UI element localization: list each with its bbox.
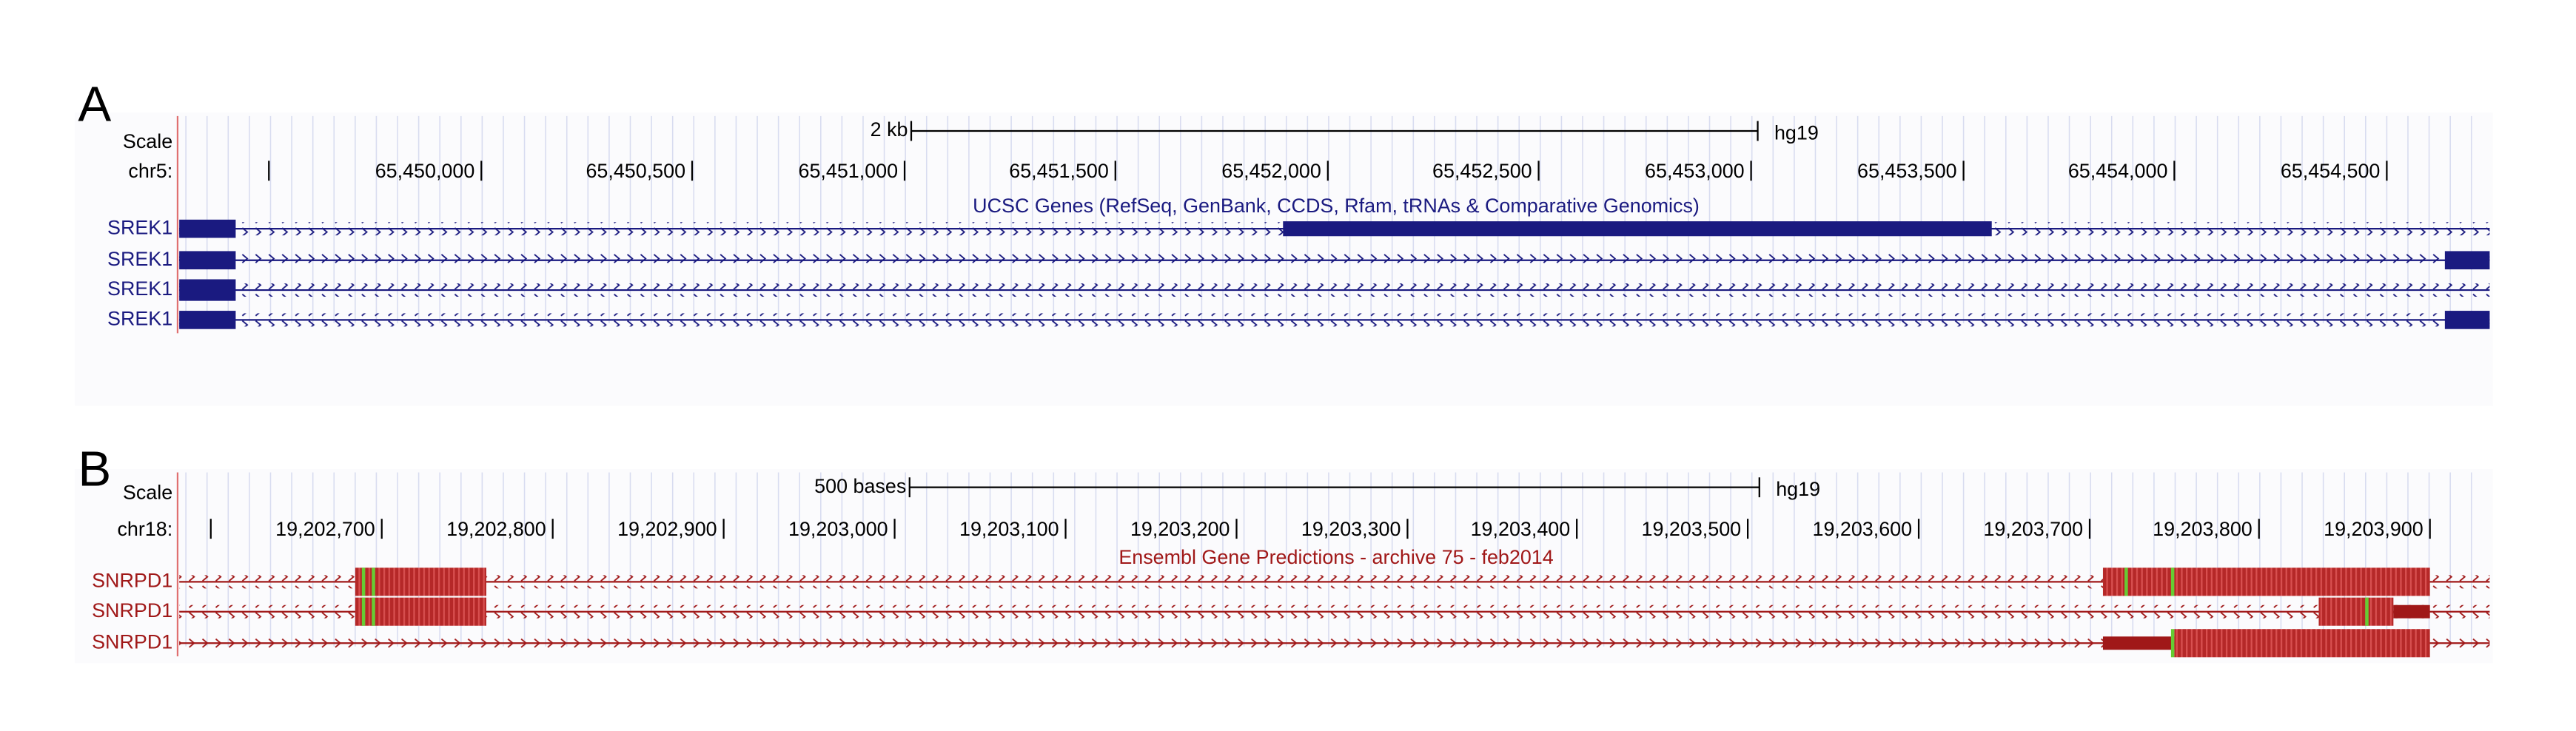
- exon: [179, 311, 236, 329]
- gene-label: SREK1: [107, 277, 172, 300]
- intron-arrows: [179, 575, 2490, 589]
- intron-arrows: [179, 283, 2490, 297]
- position-label: 19,203,200: [1130, 518, 1230, 540]
- intron-arrows: [179, 604, 2490, 619]
- position-label: 65,451,000: [798, 160, 898, 182]
- position-label: 19,203,800: [2153, 518, 2253, 540]
- position-label: 65,453,000: [1645, 160, 1745, 182]
- position-label: 19,202,900: [617, 518, 717, 540]
- exon: [1283, 221, 1992, 237]
- position-label: 19,203,700: [1983, 518, 2083, 540]
- intron-arrows: [179, 636, 2490, 650]
- exon: [355, 597, 486, 626]
- exon: [2102, 636, 2175, 650]
- exon-marker: [372, 597, 375, 626]
- exon: [179, 219, 236, 238]
- position-label: 19,203,600: [1813, 518, 1913, 540]
- exon: [2174, 629, 2430, 658]
- gene-label: SREK1: [107, 248, 172, 270]
- exon-marker: [361, 597, 366, 626]
- exon: [355, 567, 486, 596]
- position-label: 65,454,000: [2068, 160, 2168, 182]
- chrom-label: chr18:: [117, 518, 172, 540]
- scale-label: Scale: [123, 130, 172, 152]
- position-label: 19,203,400: [1471, 518, 1571, 540]
- track-title: UCSC Genes (RefSeq, GenBank, CCDS, Rfam,…: [973, 195, 1700, 217]
- chrom-label: chr5:: [128, 160, 172, 182]
- position-label: 19,202,700: [275, 518, 375, 540]
- gene-label: SNRPD1: [92, 599, 172, 621]
- position-label: 65,451,500: [1009, 160, 1109, 182]
- scale-bar-label: 2 kb: [871, 118, 908, 141]
- intron-arrows: [179, 253, 2490, 267]
- exon-marker: [2124, 567, 2128, 596]
- position-label: 19,203,900: [2324, 518, 2424, 540]
- exon-marker: [2365, 597, 2369, 626]
- exon: [179, 279, 236, 301]
- position-label: 19,203,100: [959, 518, 1059, 540]
- position-label: 65,453,500: [1857, 160, 1957, 182]
- gene-label: SNRPD1: [92, 569, 172, 591]
- exon-marker: [372, 567, 375, 596]
- gene-label: SREK1: [107, 216, 172, 238]
- exon: [179, 251, 236, 270]
- scale-label: Scale: [123, 482, 172, 504]
- gene-label: SREK1: [107, 308, 172, 330]
- assembly-label: hg19: [1776, 478, 1820, 500]
- intron-arrows: [179, 313, 2490, 327]
- position-label: 19,203,300: [1301, 518, 1401, 540]
- exon-marker: [361, 567, 366, 596]
- position-label: 19,202,800: [446, 518, 546, 540]
- exon-marker: [2170, 629, 2175, 658]
- assembly-label: hg19: [1774, 122, 1819, 144]
- gene-label: SNRPD1: [92, 630, 172, 653]
- exon: [2318, 597, 2394, 626]
- position-label: 19,203,500: [1642, 518, 1742, 540]
- position-label: 19,203,000: [788, 518, 888, 540]
- position-label: 65,452,500: [1432, 160, 1532, 182]
- exon: [2444, 251, 2490, 270]
- exon-marker: [2170, 567, 2175, 596]
- scale-bar-label: 500 bases: [814, 475, 906, 497]
- panel-label: A: [78, 76, 111, 132]
- panel-label: B: [78, 441, 111, 496]
- exon: [2102, 567, 2430, 596]
- exon: [2393, 604, 2430, 619]
- track-title: Ensembl Gene Predictions - archive 75 - …: [1118, 546, 1553, 568]
- position-label: 65,452,000: [1221, 160, 1321, 182]
- exon: [2444, 311, 2490, 329]
- position-label: 65,450,500: [586, 160, 685, 182]
- position-label: 65,454,500: [2281, 160, 2381, 182]
- position-label: 65,450,000: [375, 160, 475, 182]
